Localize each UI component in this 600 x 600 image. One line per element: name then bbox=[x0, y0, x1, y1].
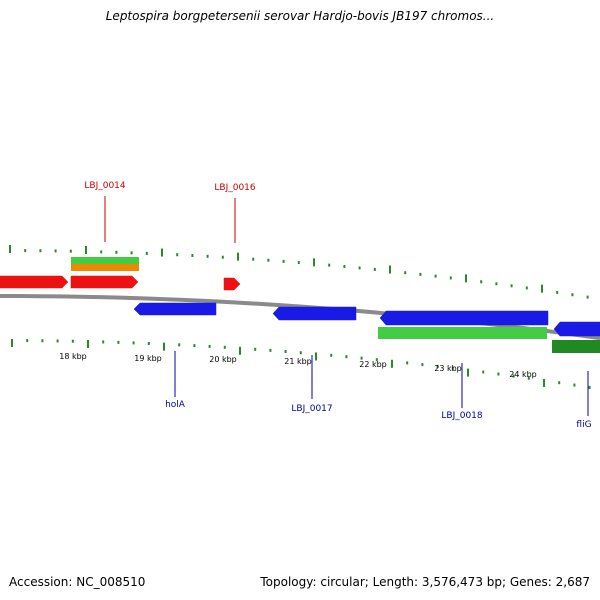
scale-label: 20 kbp bbox=[209, 355, 237, 364]
scale-label: 22 kbp bbox=[359, 360, 387, 369]
dark-green-feature-bar[interactable] bbox=[552, 340, 600, 353]
accession-text: Accession: NC_008510 bbox=[9, 575, 146, 589]
reverse-gene-rev-4[interactable] bbox=[553, 321, 600, 337]
reverse-gene-rev-2[interactable] bbox=[272, 306, 357, 321]
forward-gene-fwd-3[interactable] bbox=[223, 277, 241, 291]
scale-label: 23 kbp bbox=[434, 364, 462, 373]
scale-label: 21 kbp bbox=[284, 357, 312, 366]
gene-label-LBJ_0018[interactable]: LBJ_0018 bbox=[441, 411, 483, 421]
gene-label-holA[interactable]: holA bbox=[165, 400, 186, 410]
green-feature-bar[interactable] bbox=[71, 257, 139, 264]
genome-summary-text: Topology: circular; Length: 3,576,473 bp… bbox=[260, 575, 590, 589]
scale-label: 24 kbp bbox=[509, 370, 537, 379]
gene-label-fliG[interactable]: fliG bbox=[576, 420, 591, 430]
forward-gene-fwd-1[interactable] bbox=[0, 275, 69, 289]
reverse-gene-rev-3[interactable] bbox=[379, 310, 549, 326]
map-title: Leptospira borgpetersenii serovar Hardjo… bbox=[105, 9, 495, 23]
forward-gene-fwd-2[interactable] bbox=[70, 275, 139, 289]
green-feature-bar[interactable] bbox=[378, 327, 547, 339]
gene-label-LBJ_0014[interactable]: LBJ_0014 bbox=[84, 181, 126, 191]
orange-feature-bar[interactable] bbox=[71, 264, 139, 271]
scale-label: 18 kbp bbox=[59, 352, 87, 361]
gene-label-LBJ_0017[interactable]: LBJ_0017 bbox=[291, 404, 332, 414]
gene-label-LBJ_0016[interactable]: LBJ_0016 bbox=[214, 183, 256, 193]
scale-label: 19 kbp bbox=[134, 354, 162, 363]
reverse-gene-rev-1[interactable] bbox=[133, 302, 217, 316]
